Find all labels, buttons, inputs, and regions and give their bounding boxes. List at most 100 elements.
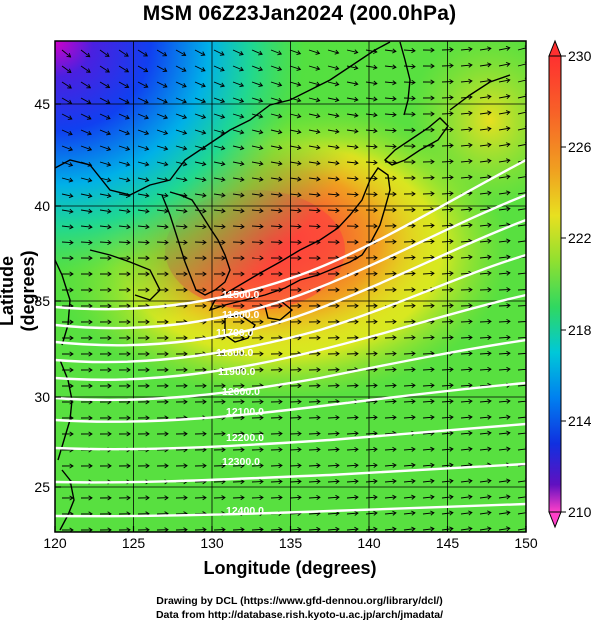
wind-vector-head <box>107 415 112 421</box>
wind-vector-head <box>335 144 340 150</box>
wind-vector-head <box>258 66 264 72</box>
wind-vector-head <box>468 206 473 212</box>
wind-vector-head <box>297 399 302 405</box>
wind-vector-head <box>221 463 226 469</box>
wind-vector <box>517 95 526 99</box>
wind-vector-head <box>335 271 340 277</box>
wind-vector <box>213 145 225 150</box>
wind-vector-head <box>392 223 397 229</box>
wind-vector-head <box>468 398 473 404</box>
wind-vector <box>422 337 435 339</box>
wind-vector-head <box>239 113 245 119</box>
wind-vector-head <box>373 255 378 261</box>
contour-line <box>55 253 526 364</box>
wind-vector <box>156 81 168 88</box>
wind-vector-head <box>353 96 359 102</box>
wind-vector <box>270 65 282 71</box>
wind-vector-head <box>183 287 188 293</box>
wind-vector <box>517 416 526 419</box>
wind-vector <box>479 112 491 115</box>
wind-vector-head <box>373 446 378 452</box>
wind-vector-head <box>392 80 397 86</box>
wind-vector-head <box>107 303 112 309</box>
wind-vector-head <box>107 351 112 357</box>
wind-vector-head <box>297 208 302 214</box>
wind-vector-head <box>67 99 73 105</box>
wind-vector <box>99 97 110 104</box>
wind-vector-head <box>334 97 340 103</box>
wind-vector <box>479 144 491 147</box>
wind-vector-head <box>202 287 207 293</box>
wind-vector-head <box>353 49 359 55</box>
wind-vector-head <box>468 319 473 325</box>
wind-vector-head <box>411 79 416 85</box>
wind-vector-head <box>430 95 435 101</box>
wind-vector-head <box>334 65 340 71</box>
wind-vector-head <box>239 176 245 182</box>
wind-vector-head <box>373 383 378 389</box>
wind-vector-head <box>297 479 302 485</box>
wind-vector-head <box>143 99 149 104</box>
wind-vector-head <box>145 335 150 341</box>
wind-vector <box>213 225 226 228</box>
wind-vector-head <box>373 191 378 197</box>
wind-vector <box>175 97 187 103</box>
wind-vector-head <box>505 78 511 83</box>
wind-vector <box>460 160 472 163</box>
wind-vector <box>251 193 263 196</box>
wind-vector <box>460 64 472 67</box>
wind-vector-head <box>449 335 454 341</box>
wind-vector-head <box>125 177 131 183</box>
wind-vector-head <box>162 67 168 72</box>
wind-vector-head <box>163 177 169 183</box>
wind-vector <box>403 448 415 451</box>
x-tick-label: 135 <box>279 535 303 551</box>
wind-vector <box>232 113 244 118</box>
x-tick-label: 150 <box>514 535 538 551</box>
wind-vector <box>403 353 416 355</box>
wind-vector <box>346 193 359 196</box>
axis-ticks <box>54 103 527 532</box>
wind-vector <box>346 464 359 467</box>
wind-vector-head <box>506 366 511 372</box>
wind-vector <box>327 448 340 451</box>
wind-vector <box>517 336 526 339</box>
wind-vector <box>213 193 225 197</box>
wind-vector <box>232 145 244 149</box>
wind-vector-head <box>126 415 131 421</box>
wind-vector <box>308 177 320 180</box>
wind-vector-head <box>259 208 264 214</box>
wind-vector <box>365 448 378 451</box>
wind-vector <box>517 496 526 499</box>
wind-vector-head <box>316 239 321 245</box>
wind-vector-head <box>430 63 435 69</box>
wind-vector-head <box>468 510 473 516</box>
wind-vector-head <box>487 287 492 293</box>
wind-vector <box>498 191 510 195</box>
wind-vector-head <box>354 526 359 532</box>
wind-vector <box>308 145 320 149</box>
wind-vector-head <box>468 430 473 436</box>
wind-vector <box>213 49 225 56</box>
wind-vector <box>384 81 396 84</box>
wind-vector <box>175 241 188 243</box>
wind-vector-head <box>88 208 93 214</box>
wind-vector <box>118 81 129 88</box>
wind-vector <box>61 129 73 135</box>
wind-vector <box>270 193 282 196</box>
wind-vector <box>80 97 91 104</box>
wind-vector-head <box>296 50 302 56</box>
wind-vector-head <box>411 303 416 309</box>
wind-vector-head <box>506 158 511 164</box>
wind-vector <box>365 480 377 483</box>
wind-vector <box>460 352 473 355</box>
wind-vector-head <box>487 254 492 260</box>
wind-vector <box>517 289 526 291</box>
wind-vector-head <box>468 382 473 388</box>
wind-vector-head <box>202 303 207 309</box>
wind-vector-head <box>487 446 492 452</box>
wind-vector <box>422 480 434 483</box>
wind-vector <box>308 512 321 515</box>
wind-vector <box>175 177 187 181</box>
wind-vector-head <box>316 176 321 182</box>
